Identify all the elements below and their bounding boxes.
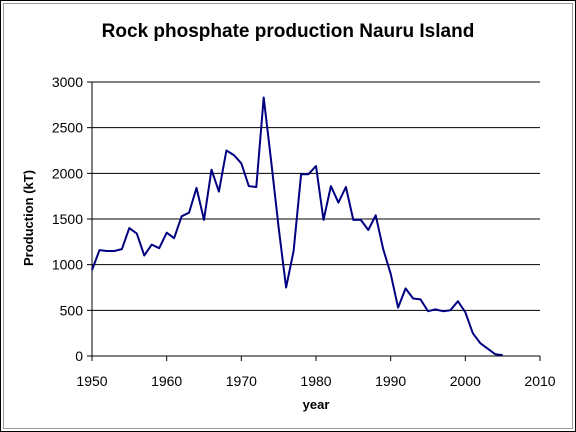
y-tick-label: 0 bbox=[75, 348, 83, 364]
x-tick-label: 1960 bbox=[151, 373, 182, 389]
x-tick-label: 1970 bbox=[226, 373, 257, 389]
x-tick-label: 1990 bbox=[375, 373, 406, 389]
y-tick-label: 3000 bbox=[52, 74, 83, 90]
x-axis-label: year bbox=[303, 397, 330, 412]
y-tick-label: 500 bbox=[60, 302, 84, 318]
chart-frame-inner bbox=[3, 3, 573, 429]
y-tick-labels: 0 500 1000 1500 2000 2500 3000 bbox=[52, 74, 83, 364]
y-tick-label: 1000 bbox=[52, 257, 83, 273]
y-tick-label: 2000 bbox=[52, 165, 83, 181]
x-tick-label: 1950 bbox=[76, 373, 107, 389]
x-tick-labels: 1950 1960 1970 1980 1990 2000 2010 bbox=[76, 356, 556, 389]
chart-title: Rock phosphate production Nauru Island bbox=[102, 21, 475, 42]
y-axis-label: Production (kT) bbox=[21, 170, 36, 266]
series-line bbox=[91, 96, 503, 357]
x-tick-label: 1980 bbox=[300, 373, 331, 389]
y-tick-label: 2500 bbox=[52, 120, 83, 136]
y-tick-label: 1500 bbox=[52, 211, 83, 227]
x-tick-label: 2000 bbox=[450, 373, 481, 389]
x-tick-label: 2010 bbox=[524, 373, 555, 389]
y-gridlines bbox=[87, 81, 540, 357]
data-series bbox=[91, 96, 503, 357]
